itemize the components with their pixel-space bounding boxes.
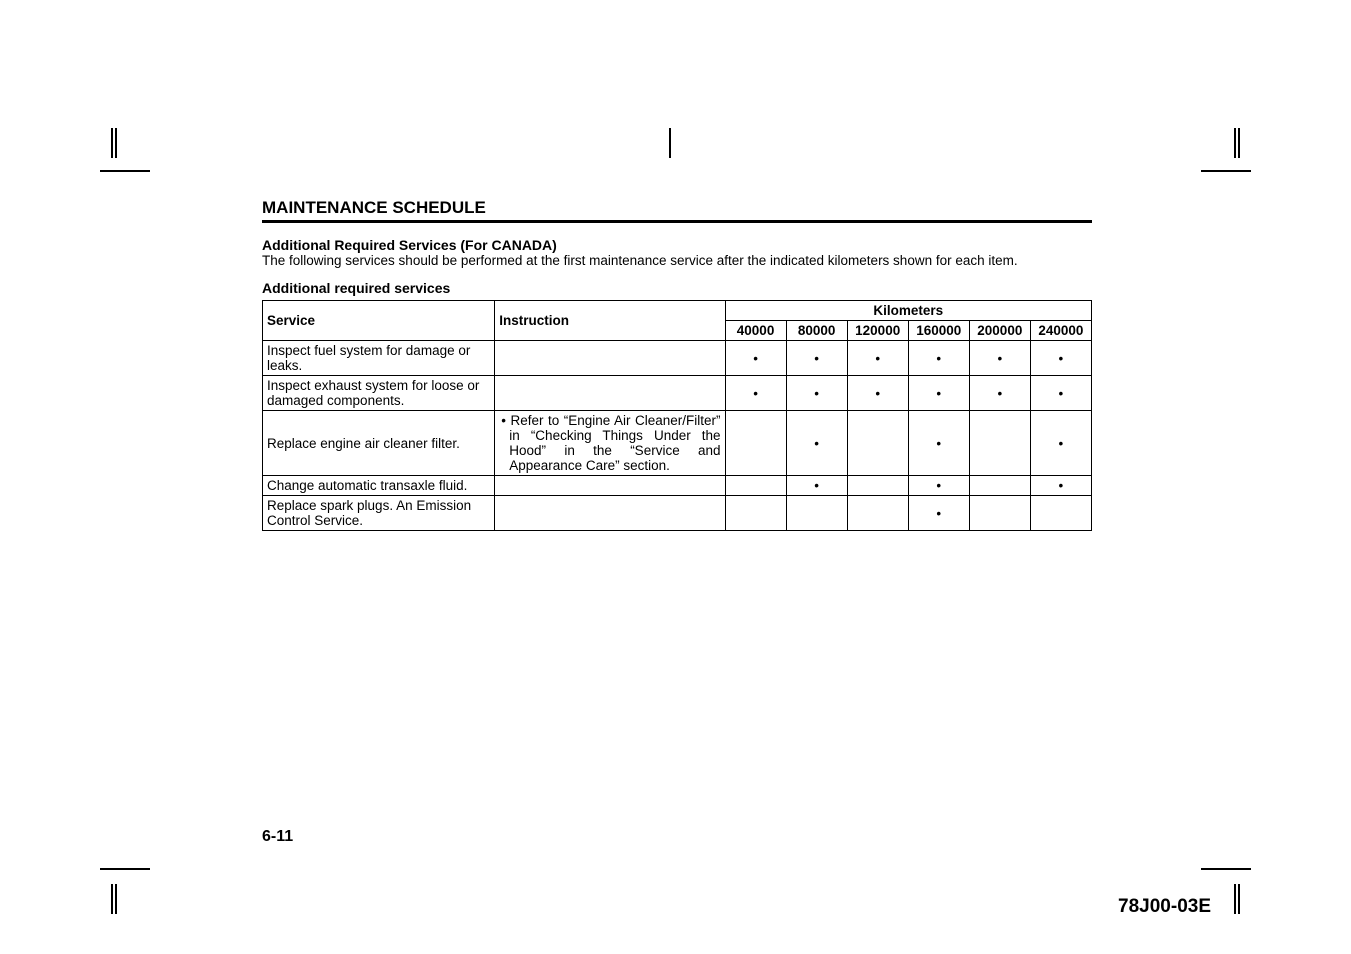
km-header: 200000: [969, 321, 1030, 341]
table-row: Inspect fuel system for damage or leaks.…: [263, 341, 1092, 376]
mark-cell: •: [969, 341, 1030, 376]
km-header: 160000: [908, 321, 969, 341]
table-row: Change automatic transaxle fluid. • • •: [263, 476, 1092, 496]
crop-mark: [100, 170, 150, 172]
mark-cell: •: [1030, 376, 1091, 411]
subsection-heading: Additional Required Services (For CANADA…: [262, 237, 1092, 253]
mark-cell: •: [786, 476, 847, 496]
col-kilometers: Kilometers: [725, 301, 1091, 321]
crop-mark: [110, 128, 118, 158]
crop-mark: [1233, 128, 1241, 158]
mark-cell: •: [908, 376, 969, 411]
table-caption: Additional required services: [262, 280, 1092, 296]
table-row: Inspect exhaust system for loose or dama…: [263, 376, 1092, 411]
crop-mark: [100, 868, 150, 870]
mark-cell: •: [786, 341, 847, 376]
mark-cell: [725, 476, 786, 496]
mark-cell: •: [1030, 476, 1091, 496]
instruction-cell: [495, 476, 725, 496]
mark-cell: •: [725, 341, 786, 376]
table-row: Replace engine air cleaner filter.• Refe…: [263, 411, 1092, 476]
mark-cell: •: [847, 341, 908, 376]
intro-text: The following services should be perform…: [262, 253, 1092, 268]
crop-mark: [1201, 868, 1251, 870]
table-row: Replace spark plugs. An Emission Control…: [263, 496, 1092, 531]
mark-cell: •: [908, 476, 969, 496]
mark-cell: [847, 411, 908, 476]
mark-cell: [847, 476, 908, 496]
instruction-cell: [495, 341, 725, 376]
mark-cell: •: [908, 496, 969, 531]
instruction-cell: [495, 376, 725, 411]
mark-cell: •: [786, 411, 847, 476]
mark-cell: •: [1030, 411, 1091, 476]
mark-cell: [1030, 496, 1091, 531]
crop-mark: [1233, 884, 1241, 914]
heading-rule: [262, 220, 1092, 223]
km-header: 120000: [847, 321, 908, 341]
mark-cell: •: [847, 376, 908, 411]
crop-mark: [668, 128, 672, 161]
km-header: 80000: [786, 321, 847, 341]
mark-cell: •: [908, 411, 969, 476]
page-number: 6-11: [262, 828, 293, 846]
mark-cell: •: [725, 376, 786, 411]
km-header: 240000: [1030, 321, 1091, 341]
mark-cell: •: [969, 376, 1030, 411]
mark-cell: •: [1030, 341, 1091, 376]
mark-cell: •: [786, 376, 847, 411]
document-code: 78J00-03E: [1118, 896, 1211, 918]
instruction-cell: • Refer to “Engine Air Cleaner/Filter” i…: [495, 411, 725, 476]
page-content: MAINTENANCE SCHEDULE Additional Required…: [262, 198, 1092, 531]
service-cell: Replace engine air cleaner filter.: [263, 411, 495, 476]
mark-cell: •: [908, 341, 969, 376]
crop-mark: [1201, 170, 1251, 172]
table-body: Inspect fuel system for damage or leaks.…: [263, 341, 1092, 531]
instruction-cell: [495, 496, 725, 531]
services-table: Service Instruction Kilometers 40000 800…: [262, 300, 1092, 531]
mark-cell: [969, 496, 1030, 531]
col-service: Service: [263, 301, 495, 341]
mark-cell: [969, 476, 1030, 496]
service-cell: Inspect fuel system for damage or leaks.: [263, 341, 495, 376]
section-heading: MAINTENANCE SCHEDULE: [262, 198, 1092, 218]
mark-cell: [725, 496, 786, 531]
km-header: 40000: [725, 321, 786, 341]
crop-mark: [110, 884, 118, 914]
mark-cell: [969, 411, 1030, 476]
mark-cell: [725, 411, 786, 476]
service-cell: Inspect exhaust system for loose or dama…: [263, 376, 495, 411]
service-cell: Replace spark plugs. An Emission Control…: [263, 496, 495, 531]
mark-cell: [786, 496, 847, 531]
service-cell: Change automatic transaxle fluid.: [263, 476, 495, 496]
col-instruction: Instruction: [495, 301, 725, 341]
mark-cell: [847, 496, 908, 531]
